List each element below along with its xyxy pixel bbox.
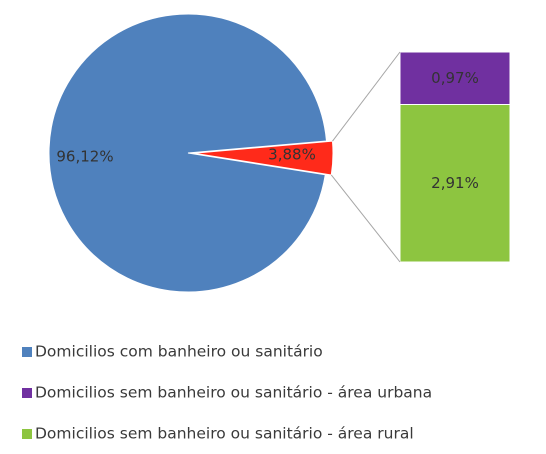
connector — [332, 51, 401, 142]
legend-label: Domicilios sem banheiro ou sanitário - á… — [35, 425, 414, 443]
legend-swatch — [22, 429, 32, 439]
pie-slice — [193, 140, 334, 176]
slice-label: 3,88% — [268, 146, 316, 164]
slice-label: 96,12% — [56, 148, 113, 166]
pie-slice — [48, 13, 328, 293]
legend-label: Domicilios com banheiro ou sanitário — [35, 343, 323, 361]
connector — [330, 174, 401, 263]
legend-label: Domicilios sem banheiro ou sanitário - á… — [35, 384, 432, 402]
bar-label: 2,91% — [431, 174, 479, 192]
legend-swatch — [22, 347, 32, 357]
bar-segment — [399, 51, 511, 105]
bar-segment — [399, 104, 511, 263]
legend-swatch — [22, 388, 32, 398]
bar-label: 0,97% — [431, 69, 479, 87]
